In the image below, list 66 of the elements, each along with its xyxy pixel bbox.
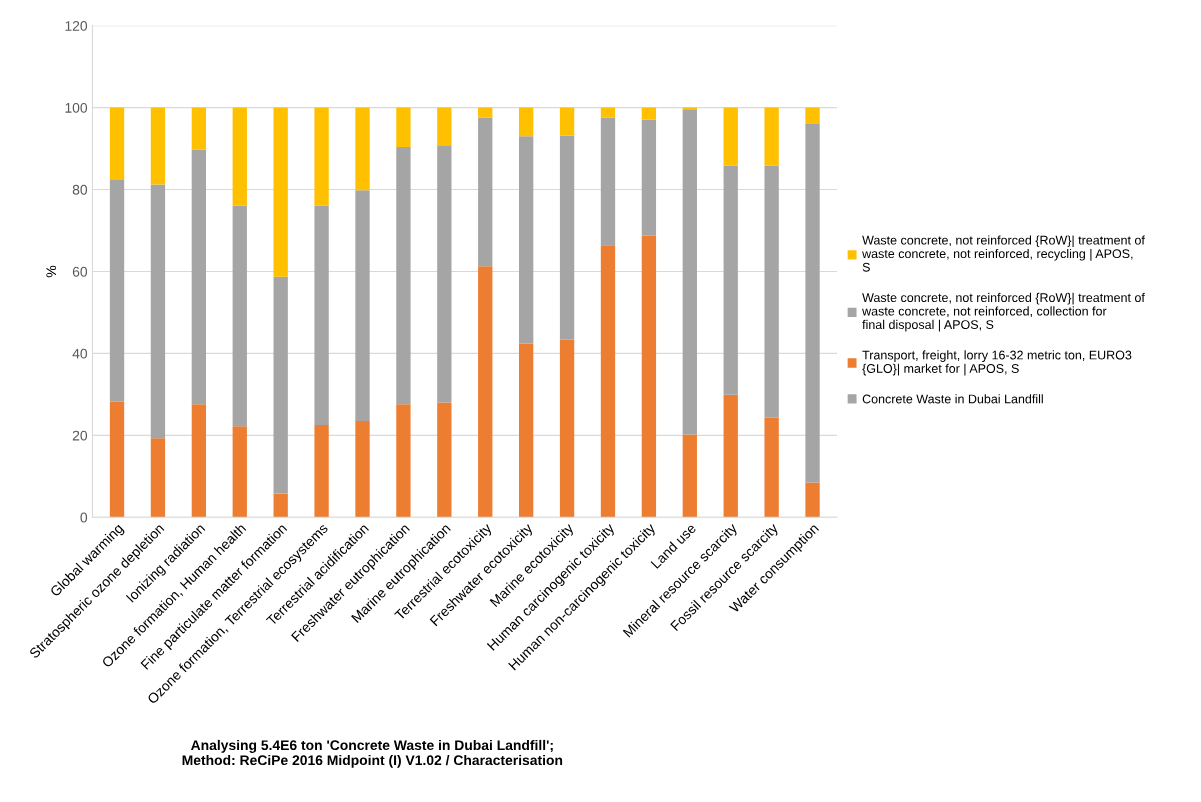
bar [519,107,534,137]
bar [519,343,534,518]
bar [600,117,616,246]
y-axis-title: % [46,265,57,278]
legend-label: Concrete Waste in Dubai Landfill [862,394,1043,404]
bar [273,276,288,494]
legend-label: Waste concrete, not reinforced {RoW}| treatment of waste concrete, not reinforced, recycling | APOS, S [862,235,1145,272]
bar [273,107,288,277]
bar [559,339,575,518]
bar [641,107,657,120]
bar [396,107,411,147]
bar [273,493,288,518]
bar [805,107,820,124]
bar [355,107,370,191]
bar [232,205,247,427]
bar [355,421,370,518]
bar [723,165,738,395]
bar [641,119,657,236]
bar [764,107,779,166]
bar [519,136,534,344]
y-tick-label: 100 [65,102,88,113]
bar [764,165,779,418]
bar [641,235,657,518]
bar [559,135,575,340]
y-tick-label: 20 [72,430,88,441]
bar [723,394,738,518]
bar [355,190,370,422]
bar [764,417,779,518]
bar [478,107,493,118]
bar [191,149,207,405]
bar [478,266,493,518]
bar [723,107,738,166]
bar [191,107,207,150]
bar [191,404,207,518]
bar [109,401,125,518]
bar [600,107,616,118]
bar [396,146,411,405]
text: Analysing 5.4E6 ton 'Concrete Waste in Dubai Landfill'; Method: ReCiPe 2016 Midpoint (I) V1.02 / Characterisation [182,739,563,768]
legend-label: Transport, freight, lorry 16-32 metric ton, EURO3 {GLO}| market for | APOS, S [862,350,1132,376]
bar [150,107,166,185]
bar [150,184,166,439]
bar [232,107,247,206]
y-tick-label: 60 [72,266,88,277]
bar [600,245,616,518]
bar [437,145,452,403]
bar [232,426,247,518]
bar [682,109,697,435]
bar [150,438,166,518]
bar [109,179,125,402]
legend-label: Waste concrete, not reinforced {RoW}| treatment of waste concrete, not reinforced, collection for final disposal | APOS, S [862,292,1145,332]
y-tick-label: 0 [80,512,88,523]
bar [437,402,452,518]
bar [437,107,452,146]
bar [314,425,329,518]
bar [109,107,125,180]
bar [396,404,411,518]
bar [314,107,329,206]
bar [682,434,697,518]
bar [314,205,329,426]
y-tick-label: 80 [72,184,88,195]
y-tick-label: 120 [65,21,88,31]
bar [805,482,820,518]
bar [559,107,575,136]
bar [478,117,493,267]
y-tick-label: 40 [72,348,88,359]
bar [805,123,820,483]
